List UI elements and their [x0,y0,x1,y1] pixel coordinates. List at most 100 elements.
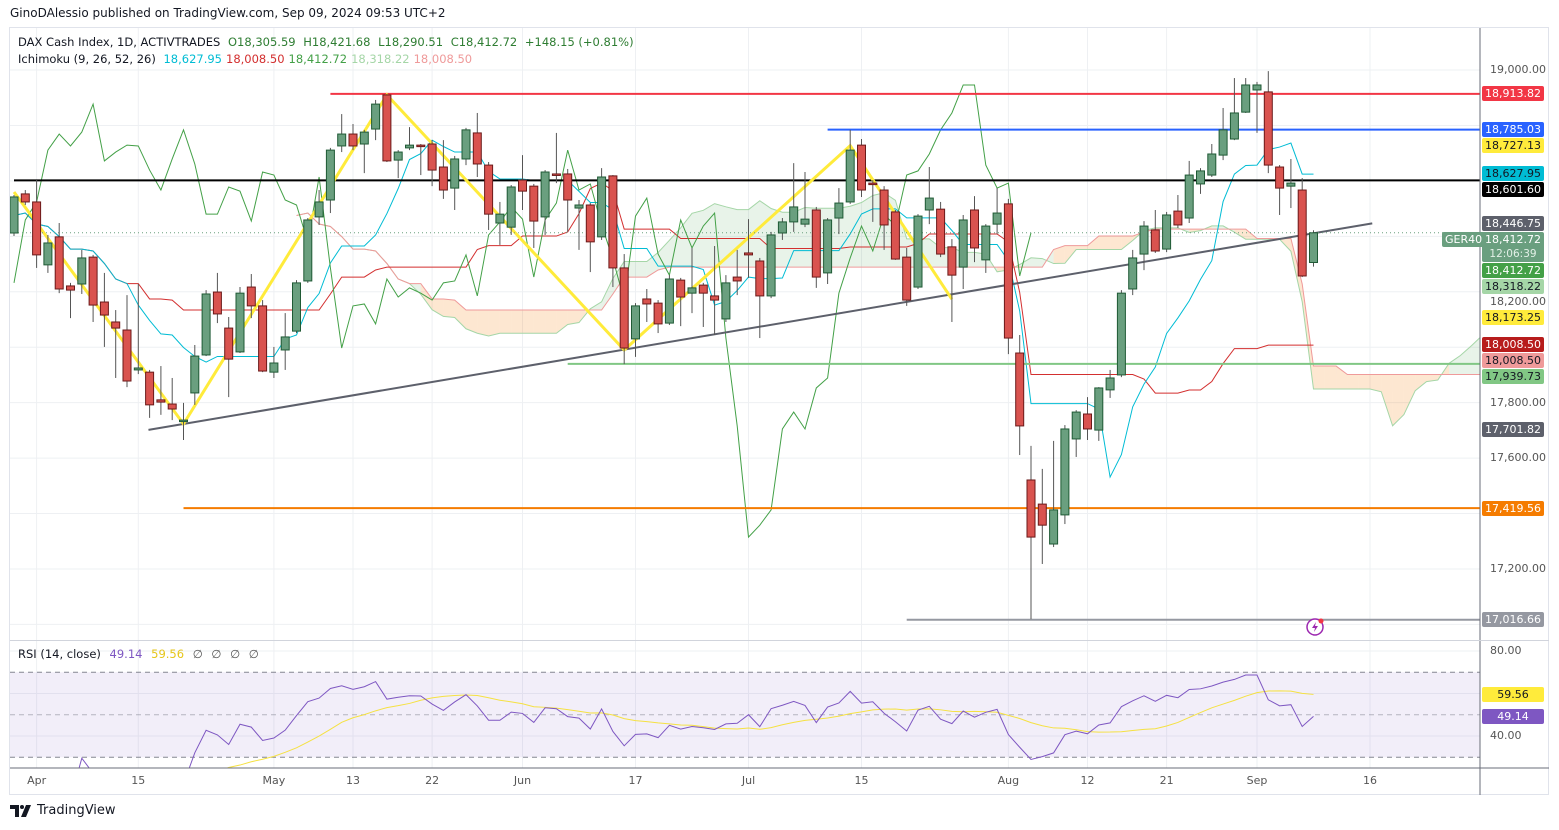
candle-up [597,176,607,238]
candle-down [54,236,64,290]
candle-down [1173,210,1183,226]
candle-down [484,164,494,215]
ichimoku-cloud-segment [1064,245,1077,264]
candle-down [642,298,652,305]
candle-up [393,151,403,161]
candle-up [10,196,19,234]
price-axis-label-value: 49.14 [1497,710,1529,724]
candle-down [382,94,392,162]
ichimoku-label[interactable]: Ichimoku (9, 26, 52, 26) [18,52,156,66]
x-tick-label: 21 [1159,774,1174,787]
publisher-line: GinoDAlessio published on TradingView.co… [10,6,446,20]
ichimoku-cloud-segment [1110,236,1122,250]
candle-down [145,371,155,406]
price-axis-label-value: 18,727.13 [1485,139,1541,153]
x-tick-label: Jul [741,774,756,787]
rsi-extra-3: ∅ [230,647,241,661]
ichimoku-cloud-segment [522,310,534,334]
price-tick-label: 18,200.00 [1490,294,1546,308]
rsi-label[interactable]: RSI (14, close) [18,647,101,661]
price-axis-label-value: 18,446.75 [1485,216,1541,230]
price-axis-label: 17,939.73 [1482,369,1544,385]
candle-up [789,206,799,223]
candle-down [258,305,268,372]
rsi-ma-value: 59.56 [151,647,185,661]
candle-down [755,260,765,297]
lightning-glyph [1312,622,1318,632]
ichimoku-base-line [13,182,1314,394]
change-value: +148.15 (+0.81%) [524,35,634,49]
ichimoku-cloud-segment [454,300,466,329]
ichimoku-cloud-segment [1053,245,1065,264]
price-axis-label: 18,412.72 12:06:39 [1482,231,1544,262]
price-axis-label-value: 17,419.56 [1485,501,1541,515]
candle-up [981,225,991,261]
price-axis-label: 18,318.22 [1482,278,1544,294]
price-axis-label: 18,173.25 [1482,309,1544,325]
candle-up [1309,232,1318,263]
ichimoku-value-4: 18,008.50 [413,52,473,66]
x-tick-label: 16 [1363,774,1377,787]
price-axis-label: 18,446.75 [1482,215,1544,231]
candle-up [1241,84,1251,113]
candle-up [1286,182,1296,187]
ichimoku-cloud-segment [850,202,862,268]
price-axis-label-value: 17,939.73 [1485,370,1541,384]
ichimoku-cloud-segment [1347,374,1359,390]
candle-down [1263,91,1273,166]
ichimoku-cloud-segment [1392,374,1404,426]
price-axis-label: 17,701.82 [1482,422,1544,438]
main-pane [10,71,1559,636]
x-tick-label: Sep [1246,774,1268,787]
candle-down [20,193,30,203]
candle-down [1015,352,1025,427]
ichimoku-cloud-segment [1121,236,1133,250]
low-value: L18,290.51 [378,35,444,49]
candle-up [1060,428,1070,516]
rsi-value: 49.14 [109,647,143,661]
tradingview-logo-icon [10,804,31,817]
x-tick-label: Aug [997,774,1020,787]
price-tick-label: 19,000.00 [1490,63,1546,76]
price-axis-label: 18,008.50 [1482,353,1544,369]
candle-up [540,171,550,218]
candle-up [461,129,471,160]
candle-up [913,215,923,288]
ichimoku-cloud-segment [432,298,444,317]
candle-up [1071,411,1081,440]
ichimoku-cloud-segment [1211,225,1224,230]
bar-countdown: 12:06:39 [1489,247,1537,260]
alert-flash-icon [1306,618,1324,636]
rsi-tick-label: 80.00 [1490,644,1522,657]
rsi-legend: RSI (14, close) 49.14 59.56 ∅ ∅ ∅ ∅ [18,647,264,661]
candle-down [890,211,900,260]
open-value: O18,305.59 [228,35,296,49]
candle-up [958,219,968,268]
ichimoku-cloud-segment [1551,246,1559,345]
ichimoku-cloud-segment [1381,374,1393,426]
ichimoku-cloud-segment [556,310,568,334]
price-axis-label: 17,016.66 [1482,612,1544,628]
tradingview-brand: TradingView [37,803,116,818]
candle-up [664,278,674,324]
x-tick-label: 17 [628,774,643,787]
candle-up [924,197,934,211]
tradingview-logo[interactable]: TradingView [10,803,116,818]
ichimoku-values: 18,627.95 18,008.50 18,412.72 18,318.22 18,0… [163,52,476,66]
ichimoku-value-1: 18,008.50 [226,52,285,66]
candle-down [868,182,878,186]
ichimoku-lead-b-line [296,212,1480,376]
candle-up [1196,170,1205,185]
ichimoku-cloud-segment [680,213,692,268]
rsi-axis-label: 59.56 [1482,686,1544,702]
ichimoku-cloud-segment [1370,374,1382,392]
candle-up [992,212,1002,225]
ichimoku-cloud-segment [838,206,851,268]
symbol-name[interactable]: DAX Cash Index, 1D, ACTIVTRADES [18,35,221,49]
candle-up [834,202,844,219]
ichimoku-cloud-segment [1290,238,1303,302]
candle-up [235,292,245,353]
ichimoku-cloud-segment [1460,345,1472,375]
ichimoku-cloud-segment [1449,355,1461,375]
